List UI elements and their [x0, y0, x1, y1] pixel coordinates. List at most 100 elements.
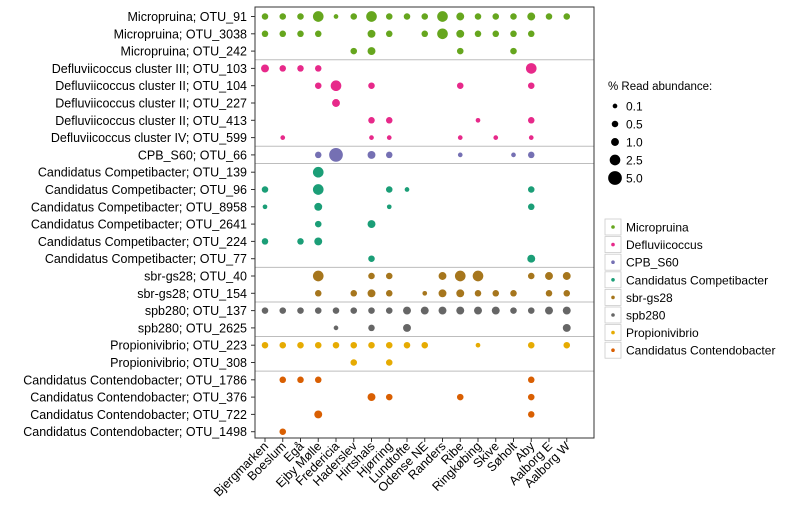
bubble-point: [279, 13, 287, 20]
bubble-point: [510, 13, 517, 20]
bubble-point: [493, 135, 499, 140]
color-legend-label: Micropruina: [626, 221, 689, 235]
color-legend-key: [611, 330, 615, 335]
bubble-point: [438, 306, 447, 315]
bubble-point: [262, 204, 268, 210]
bubble-point: [528, 135, 534, 140]
bubble-point: [314, 220, 322, 228]
bubble-point: [312, 184, 324, 195]
bubble-point: [350, 307, 358, 314]
bubble-point: [420, 306, 429, 315]
y-tick-label: Defluviicoccus cluster II; OTU_413: [55, 114, 247, 128]
bubble-point: [297, 30, 304, 38]
bubble-point: [422, 290, 428, 296]
bubble-point: [350, 341, 358, 349]
bubble-point: [527, 272, 535, 280]
bubble-point: [474, 30, 482, 38]
bubble-point: [279, 307, 287, 314]
size-legend-key: [611, 120, 619, 128]
color-legend-key: [611, 242, 615, 247]
bubble-point: [368, 255, 375, 262]
bubble-point: [385, 341, 393, 349]
bubble-point: [545, 272, 553, 280]
bubble-point: [475, 342, 481, 348]
bubble-point: [385, 151, 393, 159]
bubble-point: [527, 393, 535, 401]
bubble-point: [492, 290, 500, 297]
bubble-point: [312, 11, 324, 22]
color-legend-key: [611, 225, 615, 229]
bubble-point: [368, 82, 375, 89]
bubble-point: [261, 341, 269, 349]
color-legend-label: Defluviicoccus: [626, 238, 703, 252]
bubble-point: [510, 307, 517, 314]
bubble-point: [385, 117, 393, 124]
bubble-point: [456, 306, 465, 315]
bubble-point: [492, 30, 500, 38]
bubble-point: [456, 289, 465, 298]
bubble-point: [456, 82, 464, 89]
y-tick-label: Candidatus Competibacter; OTU_8958: [31, 200, 247, 214]
size-legend-label: 0.1: [626, 100, 643, 114]
bubble-point: [350, 47, 358, 55]
bubble-point: [475, 117, 481, 123]
bubble-point: [332, 307, 340, 314]
bubble-point: [527, 186, 535, 193]
bubble-point: [474, 290, 482, 297]
bubble-point: [510, 30, 517, 38]
bubble-point: [385, 272, 393, 280]
y-tick-label: Candidatus Competibacter; OTU_96: [45, 183, 247, 197]
bubble-point: [280, 135, 286, 140]
bubble-point: [350, 13, 358, 20]
color-legend-key: [611, 313, 615, 317]
bubble-point: [404, 187, 410, 192]
bubble-point: [457, 135, 463, 140]
y-tick-label: sbr-gs28; OTU_40: [144, 270, 247, 284]
bubble-point: [454, 270, 466, 282]
size-legend: % Read abundance: 0.1 0.5 1.0 2.5 5.0: [608, 81, 712, 186]
bubble-point: [314, 151, 322, 159]
bubble-point: [261, 30, 269, 38]
y-tick-label: Propionivibrio; OTU_308: [110, 356, 247, 370]
color-legend: Micropruina Defluviicoccus CPB_S60 Candidat…: [604, 218, 775, 359]
color-legend-label: spb280: [626, 309, 666, 323]
bubble-point: [527, 376, 535, 384]
bubble-point: [333, 325, 339, 331]
bubble-point: [385, 290, 393, 297]
bubble-point: [261, 64, 269, 73]
bubble-point: [527, 151, 535, 159]
bubble-point: [297, 376, 304, 384]
bubble-point: [367, 289, 376, 298]
bubble-point: [510, 290, 517, 297]
bubble-point: [563, 341, 571, 349]
bubble-point: [527, 12, 536, 21]
bubble-point: [314, 30, 322, 38]
bubble-point: [457, 152, 463, 158]
bubble-point: [314, 65, 322, 72]
bubble-point: [527, 117, 535, 124]
y-tick-label: Defluviicoccus cluster II; OTU_227: [55, 97, 247, 111]
y-tick-label: Micropruina; OTU_91: [128, 10, 248, 24]
y-tick-label: Candidatus Contendobacter; OTU_1786: [23, 373, 247, 387]
size-legend-label: 0.5: [626, 118, 643, 132]
bubble-point: [314, 341, 322, 349]
bubble-point: [366, 11, 377, 22]
y-tick-label: Candidatus Competibacter; OTU_224: [38, 235, 247, 249]
y-tick-label: Micropruina; OTU_242: [121, 45, 247, 59]
bubble-point: [297, 238, 304, 245]
bubble-point: [367, 47, 376, 56]
bubble-point: [386, 135, 392, 140]
y-tick-label: Candidatus Competibacter; OTU_77: [45, 252, 247, 266]
group-separators: [255, 59, 594, 372]
bubble-point: [297, 307, 304, 314]
bubble-point: [314, 237, 323, 246]
bubble-point: [563, 13, 571, 20]
bubble-point: [545, 13, 553, 20]
size-legend-key: [611, 138, 619, 146]
bubble-point: [312, 270, 324, 282]
bubble-point: [368, 341, 375, 349]
bubble-point: [333, 14, 339, 19]
bubble-point: [368, 117, 375, 124]
bubble-point: [527, 411, 535, 418]
